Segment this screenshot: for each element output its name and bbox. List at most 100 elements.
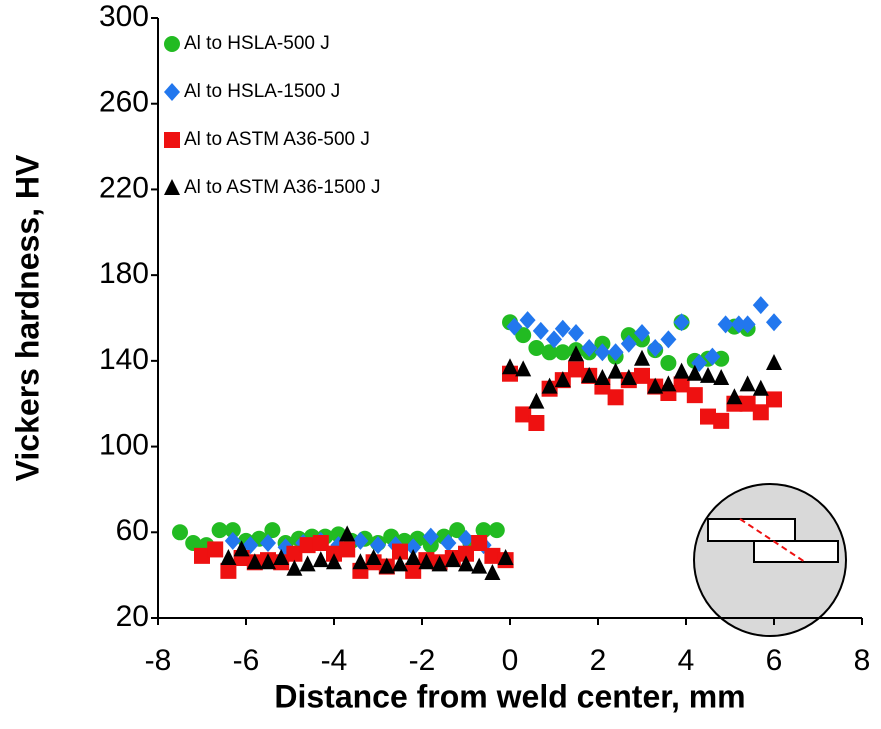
point [405, 562, 422, 579]
point [568, 345, 584, 362]
point [739, 395, 756, 412]
y-tick-label: 20 [116, 600, 149, 633]
point [634, 367, 650, 384]
point [752, 296, 769, 315]
point [541, 377, 558, 394]
point [660, 375, 677, 392]
point [660, 355, 677, 371]
point [392, 543, 408, 560]
point [273, 549, 290, 565]
point [405, 549, 422, 565]
point [431, 555, 448, 572]
point [581, 366, 598, 383]
y-axis-title: Vickers hardness, HV [9, 154, 45, 481]
inset-weld-line [739, 518, 806, 563]
point [634, 349, 650, 366]
point [528, 392, 545, 409]
point [766, 391, 782, 408]
point [392, 555, 408, 572]
point [246, 553, 263, 570]
point [339, 541, 356, 558]
point [686, 387, 703, 404]
point [554, 371, 571, 388]
x-tick-label: -8 [145, 644, 172, 677]
point [286, 559, 303, 576]
y-tick-label: 180 [99, 257, 149, 290]
point [581, 339, 598, 357]
x-tick-label: 4 [678, 644, 695, 677]
point [717, 315, 734, 334]
point [405, 538, 422, 557]
point [752, 404, 769, 421]
x-axis-title: Distance from weld center, mm [274, 678, 745, 714]
x-tick-label: -2 [409, 644, 436, 677]
point [422, 527, 439, 546]
y-tick-label: 100 [99, 428, 149, 461]
y-tick-label: 60 [116, 514, 149, 547]
point [224, 531, 241, 550]
point [286, 545, 303, 562]
legend-label: Al to HSLA-500 J [184, 33, 330, 54]
x-tick-label: 2 [590, 644, 607, 677]
point [620, 334, 637, 353]
point [594, 343, 611, 362]
point [700, 408, 716, 425]
y-tick-label: 220 [99, 171, 149, 204]
point [185, 535, 202, 551]
point [502, 358, 518, 375]
legend-marker [164, 179, 180, 195]
point [299, 555, 316, 572]
legend-marker [164, 132, 180, 148]
legend-label: Al to ASTM A36-500 J [184, 129, 370, 150]
point [418, 553, 435, 570]
point [528, 415, 545, 431]
point [554, 344, 571, 361]
point [704, 347, 721, 366]
point [444, 551, 461, 568]
point [312, 535, 329, 551]
point [260, 534, 276, 552]
point [766, 354, 782, 370]
point [458, 529, 474, 548]
point [515, 327, 532, 344]
point [519, 311, 536, 330]
y-tick-label: 300 [99, 0, 149, 33]
x-tick-label: -6 [233, 644, 260, 677]
point [260, 553, 276, 570]
point [607, 362, 624, 379]
point [488, 522, 505, 539]
point [378, 557, 395, 574]
point [515, 360, 532, 377]
y-tick-label: 260 [99, 86, 149, 119]
x-tick-label: 6 [766, 644, 783, 677]
point [594, 369, 611, 385]
point [686, 364, 703, 381]
point [607, 343, 624, 362]
point [220, 549, 237, 565]
inset-plate-bottom [753, 540, 839, 563]
point [339, 525, 356, 542]
x-tick-label: 8 [854, 644, 871, 677]
point [726, 388, 743, 405]
point [449, 522, 466, 539]
point [194, 547, 210, 564]
legend-marker [164, 83, 180, 101]
point [739, 375, 756, 392]
point [471, 535, 488, 551]
point [370, 536, 386, 555]
point [172, 524, 188, 541]
point [568, 324, 584, 342]
point [207, 541, 224, 558]
point [515, 406, 532, 423]
x-tick-label: -4 [321, 644, 348, 677]
point [233, 540, 250, 557]
point [458, 555, 474, 572]
point [506, 317, 523, 336]
point [752, 379, 769, 396]
point [224, 522, 241, 539]
point [352, 531, 369, 550]
point [475, 522, 492, 539]
point [541, 344, 558, 361]
